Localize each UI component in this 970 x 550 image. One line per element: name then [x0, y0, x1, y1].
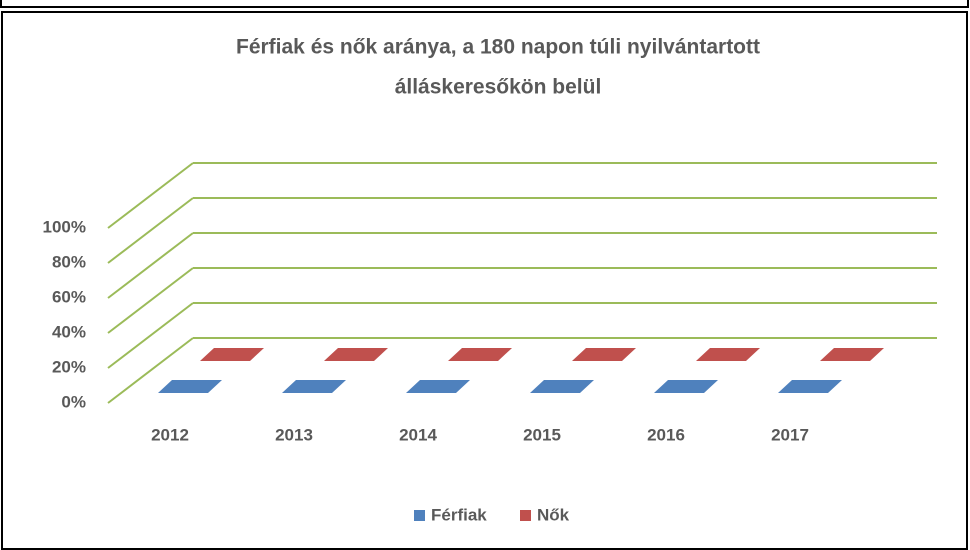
- bar: [406, 380, 470, 393]
- top-frame: [0, 0, 969, 8]
- y-tick-label: 80%: [52, 252, 86, 271]
- bar-top: [324, 348, 388, 361]
- y-tick-label: 0%: [61, 392, 86, 411]
- grid-line: [107, 302, 194, 369]
- legend-label: Nők: [537, 505, 570, 524]
- bar: [654, 380, 718, 393]
- bar: [200, 348, 264, 361]
- bar-top: [530, 380, 594, 393]
- bar-top: [778, 380, 842, 393]
- bar: [572, 348, 636, 361]
- grid-line: [107, 162, 194, 229]
- y-tick-label: 60%: [52, 287, 86, 306]
- bar: [696, 348, 760, 361]
- bar-top: [448, 348, 512, 361]
- bar: [778, 380, 842, 393]
- x-tick-label: 2017: [771, 425, 809, 444]
- bar-top: [654, 380, 718, 393]
- bar-top: [282, 380, 346, 393]
- y-tick-label: 40%: [52, 322, 86, 341]
- bar-top: [158, 380, 222, 393]
- bar: [530, 380, 594, 393]
- x-tick-label: 2013: [275, 425, 313, 444]
- grid-line: [107, 337, 194, 404]
- grid-line: [107, 267, 194, 334]
- bar-top: [820, 348, 884, 361]
- chart-title: Férfiak és nők aránya, a 180 napon túli …: [236, 36, 760, 59]
- bar: [158, 380, 222, 393]
- legend-swatch: [520, 510, 531, 521]
- x-tick-label: 2014: [399, 425, 437, 444]
- legend-label: Férfiak: [431, 505, 487, 524]
- y-tick-label: 20%: [52, 357, 86, 376]
- bar: [324, 348, 388, 361]
- bar: [820, 348, 884, 361]
- x-tick-label: 2012: [151, 425, 189, 444]
- bar-top: [696, 348, 760, 361]
- bar: [282, 380, 346, 393]
- grid-line: [107, 197, 194, 264]
- x-tick-label: 2015: [523, 425, 561, 444]
- x-tick-label: 2016: [647, 425, 685, 444]
- y-tick-label: 100%: [43, 217, 86, 236]
- grid-line: [107, 232, 194, 299]
- bar: [448, 348, 512, 361]
- bar-top: [406, 380, 470, 393]
- chart-frame: [1, 11, 968, 550]
- chart-title: álláskeresőkön belül: [395, 76, 602, 99]
- bar-top: [572, 348, 636, 361]
- bar-top: [200, 348, 264, 361]
- legend-swatch: [414, 510, 425, 521]
